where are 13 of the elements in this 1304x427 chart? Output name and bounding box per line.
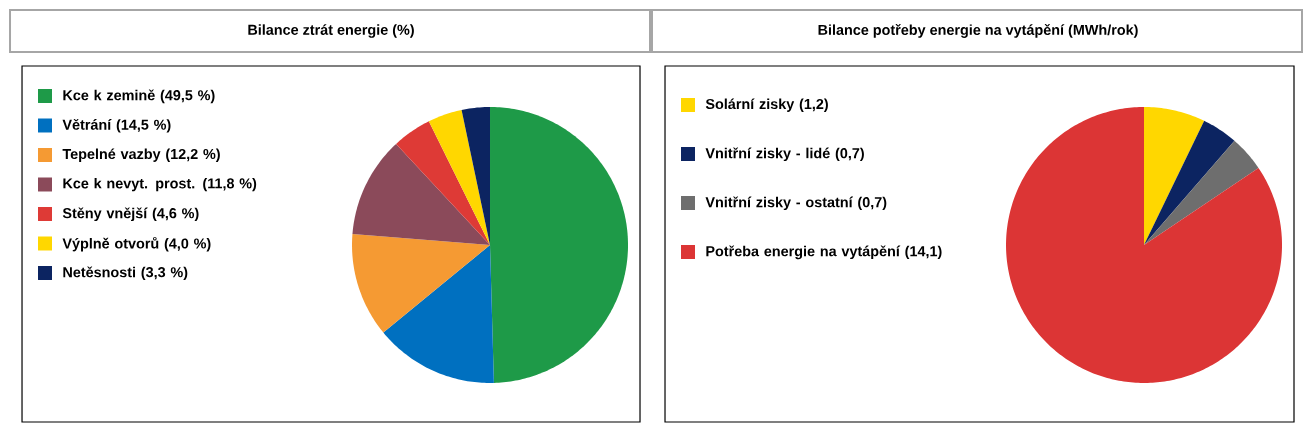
legend-label: Potřeba energie na vytápění (14,1) <box>706 245 942 260</box>
legend-label: Solární zisky (1,2) <box>705 98 828 112</box>
legend-label: Stěny vnější (4,6 %) <box>62 207 199 222</box>
legend-label: Tepelné vazby (12,2 %) <box>62 148 220 162</box>
chart-title: Bilance ztrát energie (%) <box>248 24 414 38</box>
legend-label: Vnitřní zisky - ostatní (0,7) <box>705 196 887 211</box>
legend-label: Kce k zemině (49,5 %) <box>63 89 215 104</box>
legend-label: Kce k nevyt. prost. (11,8 %) <box>63 177 257 192</box>
legend-label: Netěsnosti (3,3 %) <box>63 266 188 281</box>
legend-label: Výplně otvorů (4,0 %) <box>62 236 211 252</box>
legend-label: Vnitřní zisky - lidé (0,7) <box>705 147 864 162</box>
chart-title: Bilance potřeby energie na vytápění (MWh/rok) <box>818 24 1138 38</box>
legend-label: Větrání (14,5 %) <box>62 118 171 133</box>
